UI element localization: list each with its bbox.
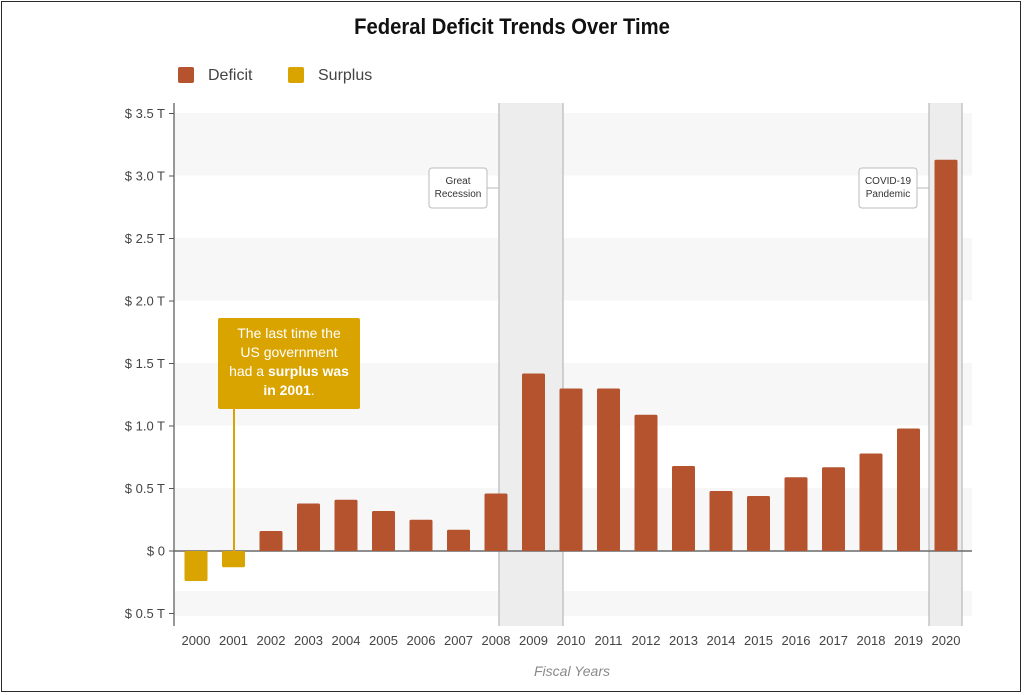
x-tick-label: 2009	[519, 633, 548, 648]
callout-text-span: .	[311, 382, 315, 398]
bar-2014	[709, 491, 733, 551]
y-tick-label: $ 1.0 T	[125, 419, 165, 434]
annotation-label: Pandemic	[866, 189, 910, 200]
x-axis-label: Fiscal Years	[534, 663, 610, 679]
x-tick-label: 2002	[257, 633, 286, 648]
bar-2008	[484, 493, 508, 551]
chart-plot: Great Recession COVID-19 Pandemic $ 3.5 T $ 3…	[125, 103, 972, 648]
legend-swatch-deficit	[178, 67, 194, 83]
x-tick-label: 2004	[332, 633, 361, 648]
legend-swatch-surplus	[288, 67, 304, 83]
callout-line: The last time the	[237, 325, 341, 341]
callout-line: in 2001.	[263, 382, 314, 398]
bar-2019	[897, 428, 920, 551]
callout-text-span: had a	[229, 363, 268, 379]
bar-2004	[334, 499, 358, 551]
x-tick-label: 2012	[632, 633, 661, 648]
bar-2018	[859, 453, 883, 551]
bar-2015	[747, 496, 770, 551]
x-tick-label: 2016	[782, 633, 811, 648]
x-tick-label: 2013	[669, 633, 698, 648]
x-tick-label: 2005	[369, 633, 398, 648]
bar-2002	[259, 531, 283, 551]
y-tick-label: $ 0.5 T	[125, 481, 165, 496]
x-tick-label: 2011	[595, 633, 623, 648]
x-tick-label: 2018	[857, 633, 886, 648]
bar-2020	[934, 159, 958, 551]
callout-text-span: The last time the	[237, 325, 341, 341]
y-tick-label: $ 2.0 T	[125, 294, 165, 309]
y-tick-label: $ 3.5 T	[125, 106, 165, 121]
chart-title: Federal Deficit Trends Over Time	[354, 14, 670, 39]
bar-2016	[784, 477, 808, 551]
y-tick-label: $ 0.5 T	[125, 606, 165, 621]
legend-label-surplus: Surplus	[318, 67, 373, 84]
x-tick-label: 2000	[182, 633, 211, 648]
callout-text-bold: surplus was	[268, 363, 349, 379]
annotation-label: Great	[445, 176, 470, 187]
x-tick-label: 2020	[932, 633, 961, 648]
x-tick-label: 2007	[444, 633, 473, 648]
x-tick-label: 2014	[707, 633, 736, 648]
grid-band	[174, 591, 972, 616]
bar-2003	[297, 503, 320, 551]
x-tick-label: 2006	[407, 633, 436, 648]
callout-text-span: US government	[240, 344, 337, 360]
bar-2005	[372, 511, 395, 551]
callout-box	[218, 318, 360, 409]
bar-2010	[559, 388, 583, 551]
grid-band	[174, 113, 972, 176]
callout-text-bold: in 2001	[263, 382, 311, 398]
y-tick-label: $ 1.5 T	[125, 356, 165, 371]
y-tick-label: $ 3.0 T	[125, 169, 165, 184]
legend-label-deficit: Deficit	[208, 67, 253, 84]
bar-2009	[522, 373, 545, 551]
bar-2000	[184, 551, 208, 581]
bar-2013	[672, 466, 695, 551]
y-tick-label: $ 0	[147, 544, 165, 559]
bar-2012	[634, 414, 658, 551]
x-tick-label: 2015	[744, 633, 773, 648]
annotation-label: COVID-19	[865, 176, 912, 187]
annotation-box	[858, 167, 918, 209]
annotation-box	[428, 167, 488, 209]
x-tick-label: 2010	[557, 633, 586, 648]
callout-line: US government	[240, 344, 337, 360]
x-tick-label: 2019	[894, 633, 923, 648]
y-tick-label: $ 2.5 T	[125, 231, 165, 246]
bar-2011	[597, 388, 620, 551]
annotation-label: Recession	[435, 189, 482, 200]
x-tick-label: 2001	[219, 633, 248, 648]
x-tick-label: 2008	[482, 633, 511, 648]
x-tick-label: 2017	[819, 633, 848, 648]
bar-2006	[409, 519, 433, 551]
callout-line: had a surplus was	[229, 363, 349, 379]
bar-2017	[822, 467, 845, 551]
grid-band	[174, 238, 972, 301]
x-tick-label: 2003	[294, 633, 323, 648]
bar-2007	[447, 529, 470, 551]
